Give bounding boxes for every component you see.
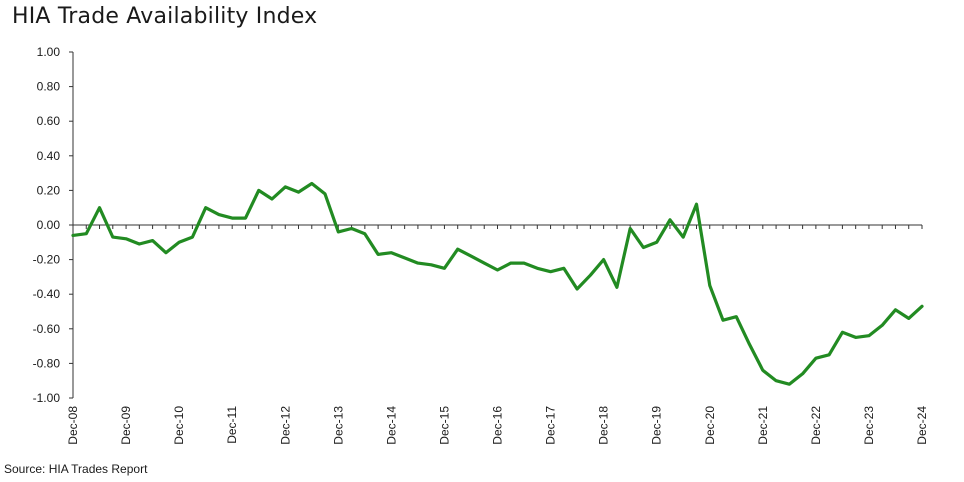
y-tick-label: -0.20 (33, 253, 61, 267)
source-note: Source: HIA Trades Report (4, 462, 148, 476)
x-tick-label: Dec-10 (172, 406, 186, 445)
y-tick-label: 0.60 (37, 114, 61, 128)
x-tick-label: Dec-17 (544, 406, 558, 445)
y-tick-label: 1.00 (37, 45, 61, 59)
y-tick-label: -0.80 (33, 356, 61, 370)
y-axis-tick-labels: 1.00 0.80 0.60 0.40 0.20 0.00 -0.20 -0.40 -0.60 -… (33, 45, 73, 405)
x-tick-label: Dec-20 (703, 406, 717, 445)
chart-title: HIA Trade Availability Index (12, 4, 318, 29)
y-tick-label: 0.20 (37, 183, 61, 197)
y-tick-label: -0.60 (33, 322, 61, 336)
x-tick-label: Dec-16 (491, 406, 505, 445)
y-tick-label: 0.80 (37, 80, 61, 94)
x-tick-label: Dec-08 (66, 406, 80, 445)
x-tick-label: Dec-18 (597, 406, 611, 445)
x-tick-label: Dec-15 (437, 406, 451, 445)
y-tick-label: -0.40 (33, 287, 61, 301)
x-tick-label: Dec-11 (225, 406, 239, 444)
x-tick-label: Dec-21 (756, 406, 770, 445)
x-tick-label: Dec-14 (384, 406, 398, 445)
series-line (71, 181, 924, 386)
y-tick-label: 0.40 (37, 149, 61, 163)
x-tick-label: Dec-12 (278, 406, 292, 445)
y-tick-label: 0.00 (37, 218, 61, 232)
x-tick-label: Dec-19 (650, 406, 664, 445)
x-axis-tick-labels: Dec-08 Dec-09 Dec-10 Dec-11 Dec-12 Dec-13 Dec-… (66, 406, 929, 445)
x-tick-label: Dec-22 (809, 406, 823, 445)
y-tick-label: -1.00 (33, 391, 61, 405)
x-tick-label: Dec-24 (915, 406, 929, 445)
series-layer (71, 181, 924, 386)
x-tick-label: Dec-09 (119, 406, 133, 445)
x-axis (72, 52, 923, 398)
x-tick-label: Dec-23 (862, 406, 876, 445)
x-tick-label: Dec-13 (331, 406, 345, 445)
